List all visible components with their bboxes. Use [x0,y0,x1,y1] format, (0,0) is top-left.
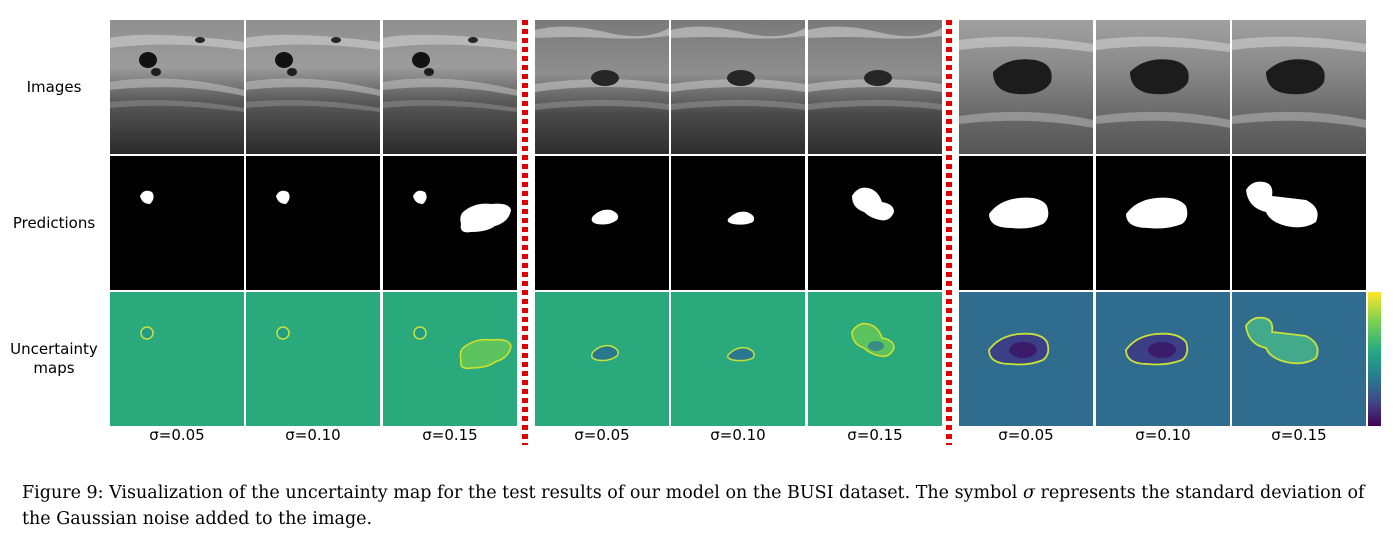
uncertainty-map [1096,292,1230,426]
caption-sigma-symbol: σ [1022,483,1035,503]
sigma-label: σ=0.15 [847,426,903,444]
uncertainty-map [959,292,1093,426]
row-label-uncertainty-line2: maps [33,359,75,377]
sigma-label: σ=0.05 [149,426,205,444]
group-divider-1 [522,20,528,445]
sigma-label: σ=0.15 [422,426,478,444]
uncertainty-map [383,292,517,426]
prediction-mask [1232,156,1366,290]
sigma-label: σ=0.05 [574,426,630,444]
prediction-mask [383,156,517,290]
row-label-uncertainty: Uncertainty maps [0,340,108,378]
uncertainty-map [535,292,669,426]
prediction-mask [808,156,942,290]
row-label-uncertainty-line1: Uncertainty [10,340,98,358]
row-label-images: Images [26,78,82,96]
uncertainty-map [110,292,244,426]
prediction-mask [671,156,805,290]
uncertainty-map [671,292,805,426]
uncertainty-map [808,292,942,426]
ultrasound-image [1232,20,1366,154]
ultrasound-image [671,20,805,154]
sigma-label: σ=0.15 [1271,426,1327,444]
prediction-mask [1096,156,1230,290]
sigma-label: σ=0.10 [285,426,341,444]
sigma-label: σ=0.10 [1135,426,1191,444]
prediction-mask [110,156,244,290]
row-label-predictions: Predictions [12,214,96,232]
ultrasound-image [808,20,942,154]
prediction-mask [959,156,1093,290]
caption-text-after: represents the standard deviation of the… [22,483,1365,529]
uncertainty-colorbar [1368,292,1381,426]
ultrasound-image [959,20,1093,154]
figure-caption: Figure 9: Visualization of the uncertain… [22,480,1382,532]
group-divider-2 [946,20,952,445]
prediction-mask [246,156,380,290]
sigma-label: σ=0.10 [710,426,766,444]
uncertainty-map [246,292,380,426]
ultrasound-image [246,20,380,154]
ultrasound-image [1096,20,1230,154]
sigma-label: σ=0.05 [998,426,1054,444]
ultrasound-image [535,20,669,154]
ultrasound-image [383,20,517,154]
ultrasound-image [110,20,244,154]
caption-text-before: Figure 9: Visualization of the uncertain… [22,483,1023,503]
uncertainty-map [1232,292,1366,426]
prediction-mask [535,156,669,290]
